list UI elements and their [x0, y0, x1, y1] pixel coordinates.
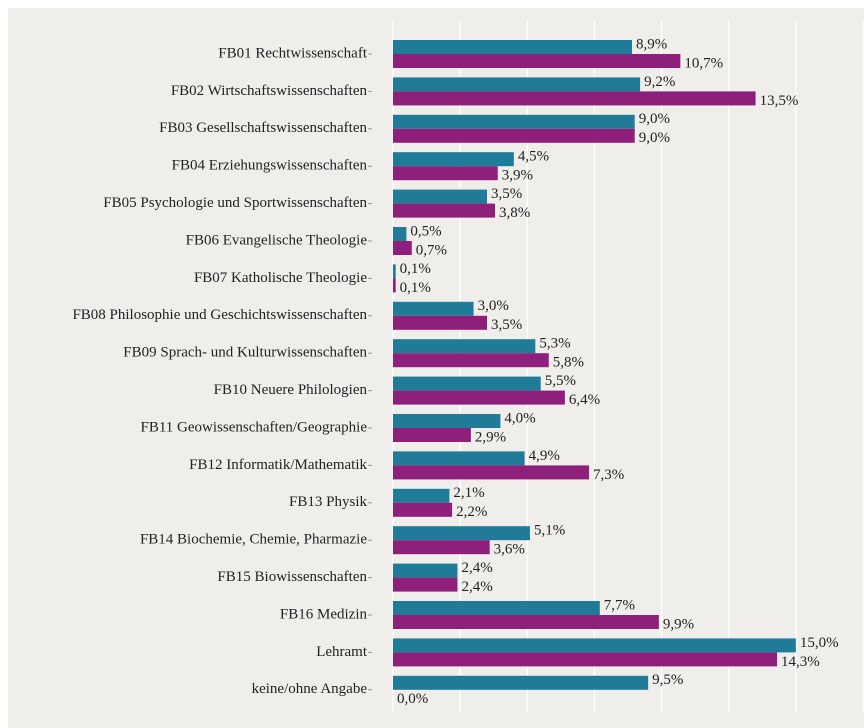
value-label: 0,5%: [410, 223, 441, 239]
value-label: 7,7%: [604, 597, 635, 613]
value-label: 4,0%: [504, 410, 535, 426]
value-label: 6,4%: [569, 392, 600, 408]
bar: [393, 601, 600, 615]
value-label: 10,7%: [684, 55, 723, 71]
y-tick-label: keine/ohne Angabe: [252, 681, 368, 697]
value-label: 9,2%: [644, 74, 675, 90]
value-label: 2,9%: [475, 429, 506, 445]
value-label: 9,9%: [663, 616, 694, 632]
value-label: 2,2%: [456, 504, 487, 520]
bar: [393, 241, 412, 255]
value-label: 9,0%: [639, 111, 670, 127]
value-label: 15,0%: [800, 635, 839, 651]
bar: [393, 563, 458, 578]
bar: [393, 577, 458, 592]
value-label: 3,9%: [502, 168, 533, 184]
value-label: 0,1%: [400, 261, 431, 277]
bar: [393, 278, 396, 293]
bar: [393, 615, 659, 629]
value-label: 3,5%: [491, 317, 522, 333]
bar: [393, 414, 501, 428]
bar: [393, 451, 525, 466]
y-tick-label: FB04 Erziehungswissenschaften: [172, 158, 368, 174]
y-tick-label: FB12 Informatik/Mathematik: [189, 457, 367, 473]
value-label: 5,1%: [534, 523, 565, 539]
bar: [393, 166, 498, 181]
bar: [393, 540, 490, 555]
bar: [393, 353, 549, 368]
bar: [393, 502, 453, 517]
bar: [393, 376, 541, 391]
bar: [393, 675, 649, 690]
bar: [393, 77, 641, 92]
y-tick-label: FB11 Geowissenschaften/Geographie: [141, 419, 368, 435]
value-label: 8,9%: [636, 36, 667, 52]
value-label: 5,8%: [553, 355, 584, 371]
value-label: 3,5%: [491, 186, 522, 202]
bar: [393, 638, 796, 653]
y-tick-label: FB07 Katholische Theologie: [194, 270, 367, 286]
value-label: 7,3%: [593, 467, 624, 483]
value-label: 3,0%: [478, 298, 509, 314]
value-label: 13,5%: [760, 93, 799, 109]
value-label: 3,8%: [499, 205, 530, 221]
bar: [393, 227, 407, 241]
bar: [393, 189, 487, 204]
value-label: 0,0%: [397, 691, 428, 707]
value-label: 4,9%: [529, 448, 560, 464]
bar: [393, 54, 681, 68]
bar: [393, 91, 756, 106]
value-label: 9,5%: [652, 672, 683, 688]
y-tick-label: FB05 Psychologie und Sportwissenschaften: [103, 195, 367, 211]
value-label: 4,5%: [518, 149, 549, 165]
y-tick-label: FB14 Biochemie, Chemie, Pharmazie: [140, 532, 367, 548]
value-label: 2,4%: [461, 560, 492, 576]
bar: [393, 128, 635, 143]
bar: [393, 488, 450, 503]
y-tick-label: FB06 Evangelische Theologie: [186, 232, 368, 248]
y-tick-label: FB13 Physik: [289, 494, 367, 510]
y-tick-label: FB01 Rechtwissenschaft: [218, 45, 368, 61]
bar: [393, 301, 474, 316]
y-tick-label: FB15 Biowissenschaften: [217, 569, 367, 585]
value-label: 2,4%: [461, 579, 492, 595]
bar: [393, 390, 565, 405]
value-label: 5,3%: [539, 336, 570, 352]
bar: [393, 428, 471, 442]
y-tick-label: FB02 Wirtschaftswissenschaften: [171, 83, 368, 99]
y-tick-label: FB09 Sprach- und Kulturwissenschaften: [123, 345, 367, 361]
y-tick-label: FB16 Medizin: [280, 606, 368, 622]
y-tick-label: FB10 Neuere Philologien: [214, 382, 368, 398]
bar: [393, 152, 514, 167]
bar: [393, 203, 496, 218]
bar: [393, 526, 530, 541]
value-label: 14,3%: [781, 654, 820, 670]
value-label: 0,7%: [416, 242, 447, 258]
bar: [393, 465, 590, 480]
y-tick-label: FB03 Gesellschaftswissenschaften: [159, 120, 367, 136]
value-label: 5,5%: [545, 373, 576, 389]
bar: [393, 264, 396, 279]
bar: [393, 339, 536, 354]
y-tick-label: Lehramt: [316, 644, 368, 660]
bar: [393, 40, 633, 54]
value-label: 0,1%: [400, 280, 431, 296]
value-label: 3,6%: [494, 542, 525, 558]
bar: [393, 114, 635, 129]
bar: [393, 315, 487, 330]
value-label: 2,1%: [453, 485, 484, 501]
y-tick-label: FB08 Philosophie und Geschichtswissensch…: [72, 307, 367, 323]
bar: [393, 652, 778, 667]
value-label: 9,0%: [639, 130, 670, 146]
